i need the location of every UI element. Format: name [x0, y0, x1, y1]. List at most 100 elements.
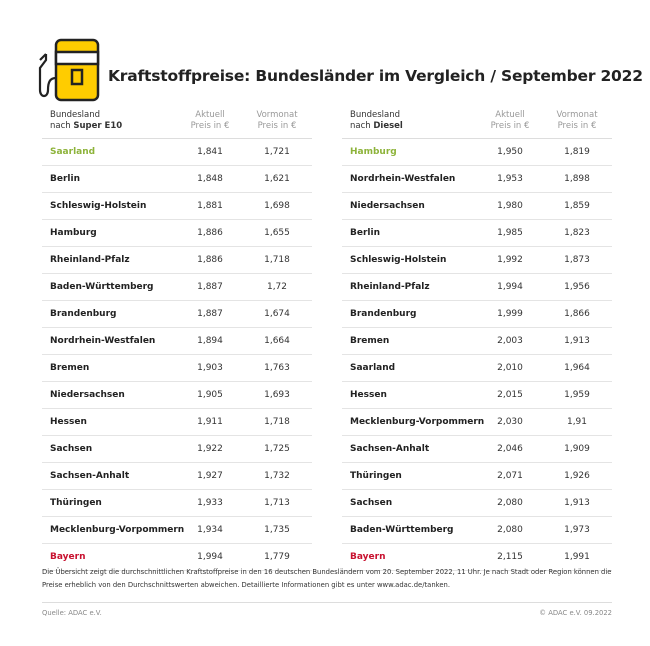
previous-price: 1,674 [264, 309, 290, 319]
current-price: 1,848 [197, 174, 223, 184]
table-row: Thüringen 2,071 1,926 [342, 463, 612, 490]
previous-price: 1,735 [264, 525, 290, 535]
previous-price: 1,964 [564, 363, 590, 373]
state-name: Mecklenburg-Vorpommern [50, 525, 185, 535]
current-price: 1,881 [197, 201, 223, 211]
current-price: 1,903 [197, 363, 223, 373]
footnote: Die Übersicht zeigt die durchschnittlich… [42, 568, 612, 589]
current-price: 1,950 [497, 147, 523, 157]
state-name: Niedersachsen [50, 390, 125, 400]
previous-price: 1,732 [264, 471, 290, 481]
previous-price: 1,718 [264, 255, 290, 265]
table-row: Mecklenburg-Vorpommern 1,934 1,735 [42, 517, 312, 544]
current-price: 2,115 [497, 552, 523, 562]
current-price: 2,080 [497, 525, 523, 535]
state-name: Baden-Württemberg [50, 282, 154, 292]
state-name: Thüringen [50, 498, 102, 508]
table-row: Schleswig-Holstein 1,881 1,698 [42, 193, 312, 220]
previous-price: 1,913 [564, 336, 590, 346]
table-row: Rheinland-Pfalz 1,994 1,956 [342, 274, 612, 301]
table-row: Niedersachsen 1,905 1,693 [42, 382, 312, 409]
table-row: Brandenburg 1,999 1,866 [342, 301, 612, 328]
previous-price: 1,721 [264, 147, 290, 157]
table-row: Sachsen-Anhalt 2,046 1,909 [342, 436, 612, 463]
state-name: Berlin [50, 174, 80, 184]
previous-price: 1,859 [564, 201, 590, 211]
table-row: Bremen 1,903 1,763 [42, 355, 312, 382]
column-header-current: Aktuell Preis in € [175, 110, 245, 132]
table-row: Berlin 1,848 1,621 [42, 166, 312, 193]
state-name: Rheinland-Pfalz [50, 255, 130, 265]
current-price: 1,886 [197, 228, 223, 238]
previous-price: 1,913 [564, 498, 590, 508]
current-price: 1,841 [197, 147, 223, 157]
state-name: Baden-Württemberg [350, 525, 454, 535]
table-row: Sachsen-Anhalt 1,927 1,732 [42, 463, 312, 490]
table-header: Bundesland nach Diesel Aktuell Preis in € … [342, 110, 612, 139]
state-name: Schleswig-Holstein [50, 201, 147, 211]
state-name: Mecklenburg-Vorpommern [350, 417, 485, 427]
current-price: 1,894 [197, 336, 223, 346]
state-name: Thüringen [350, 471, 402, 481]
divider [42, 602, 612, 603]
column-header-previous: Vormonat Preis in € [242, 110, 312, 132]
header-text: nach [50, 121, 74, 131]
table-row: Schleswig-Holstein 1,992 1,873 [342, 247, 612, 274]
state-name: Rheinland-Pfalz [350, 282, 430, 292]
table-row: Niedersachsen 1,980 1,859 [342, 193, 612, 220]
state-name: Nordrhein-Westfalen [50, 336, 156, 346]
current-price: 1,933 [197, 498, 223, 508]
current-price: 1,985 [497, 228, 523, 238]
current-price: 1,887 [197, 309, 223, 319]
table-row: Saarland 1,841 1,721 [42, 139, 312, 166]
table-row: Saarland 2,010 1,964 [342, 355, 612, 382]
previous-price: 1,91 [566, 417, 588, 427]
state-name: Saarland [350, 363, 396, 373]
header-text: Vormonat [256, 110, 298, 120]
state-name: Nordrhein-Westfalen [350, 174, 456, 184]
current-price: 2,046 [497, 444, 523, 454]
state-name: Berlin [350, 228, 380, 238]
current-price: 1,927 [197, 471, 223, 481]
previous-price: 1,725 [264, 444, 290, 454]
previous-price: 1,655 [264, 228, 290, 238]
table-row: Hessen 1,911 1,718 [42, 409, 312, 436]
current-price: 2,003 [497, 336, 523, 346]
current-price: 1,905 [197, 390, 223, 400]
page-title: Kraftstoffpreise: Bundesländer im Vergle… [108, 67, 643, 85]
previous-price: 1,898 [564, 174, 590, 184]
current-price: 2,071 [497, 471, 523, 481]
state-name: Schleswig-Holstein [350, 255, 447, 265]
previous-price: 1,959 [564, 390, 590, 400]
previous-price: 1,973 [564, 525, 590, 535]
table-row: Hamburg 1,950 1,819 [342, 139, 612, 166]
table-header: Bundesland nach Super E10 Aktuell Preis in… [42, 110, 312, 139]
header-text: nach [350, 121, 374, 131]
header-text: Bundesland [50, 110, 101, 120]
state-name: Bayern [350, 552, 386, 562]
state-name: Sachsen [350, 498, 393, 508]
previous-price: 1,819 [564, 147, 590, 157]
table-row: Baden-Württemberg 1,887 1,72 [42, 274, 312, 301]
header-text: Preis in € [490, 121, 530, 131]
table-row: Bayern 2,115 1,991 [342, 544, 612, 571]
current-price: 1,934 [197, 525, 223, 535]
previous-price: 1,698 [264, 201, 290, 211]
current-price: 1,922 [197, 444, 223, 454]
state-name: Hessen [350, 390, 387, 400]
previous-price: 1,956 [564, 282, 590, 292]
previous-price: 1,72 [266, 282, 288, 292]
current-price: 1,886 [197, 255, 223, 265]
current-price: 1,992 [497, 255, 523, 265]
column-header-state: Bundesland nach Diesel [350, 110, 403, 132]
fuel-pump-icon [38, 38, 100, 102]
table-row: Bayern 1,994 1,779 [42, 544, 312, 571]
table-row: Mecklenburg-Vorpommern 2,030 1,91 [342, 409, 612, 436]
diesel-table: Bundesland nach Diesel Aktuell Preis in € … [342, 110, 612, 571]
table-row: Hessen 2,015 1,959 [342, 382, 612, 409]
header-text: Preis in € [257, 121, 297, 131]
table-row: Sachsen 1,922 1,725 [42, 436, 312, 463]
current-price: 1,953 [497, 174, 523, 184]
state-name: Saarland [50, 147, 96, 157]
